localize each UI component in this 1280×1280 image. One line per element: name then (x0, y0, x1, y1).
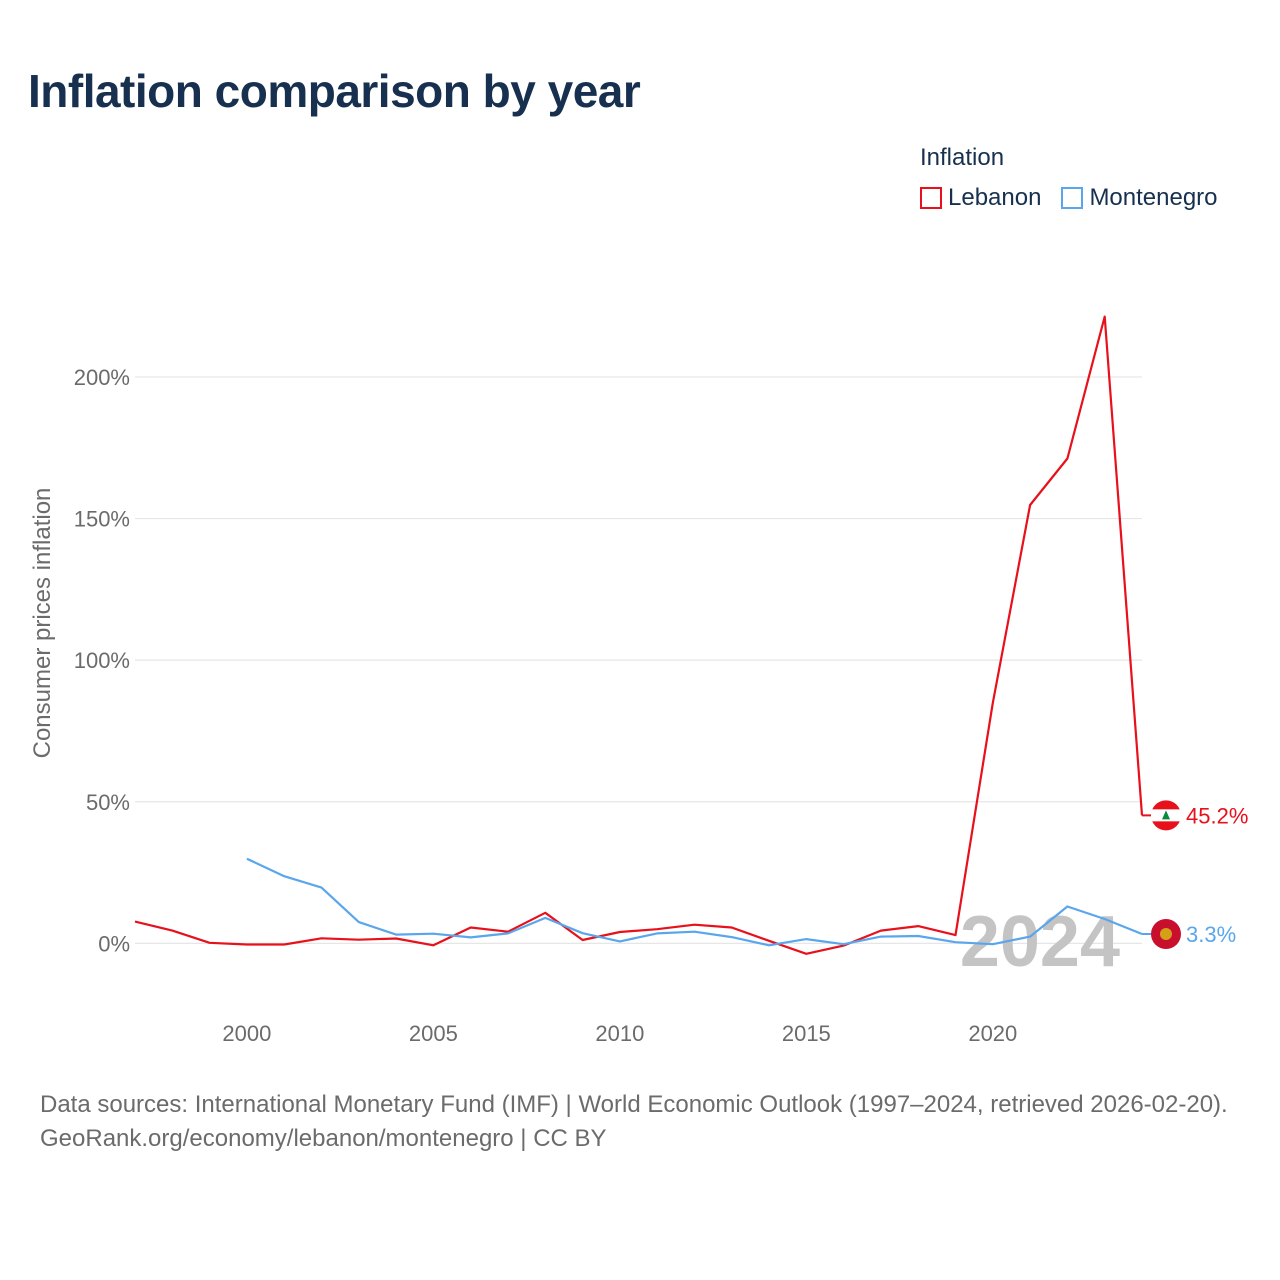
y-tick-label: 150% (74, 507, 130, 532)
end-value-label-montenegro: 3.3% (1186, 922, 1236, 947)
y-tick-label: 0% (98, 931, 130, 956)
legend-title: Inflation (920, 144, 1005, 171)
grid-lines (135, 376, 1142, 944)
legend-label-lebanon: Lebanon (948, 184, 1042, 211)
y-tick-label: 200% (74, 365, 130, 390)
flag-marker-lebanon (1151, 800, 1181, 831)
data-sources: Data sources: International Monetary Fun… (40, 1091, 1228, 1118)
y-axis-ticks: 0% 50% 100% 150% 200% (74, 365, 130, 956)
line-chart: 0% 50% 100% 150% 200% 2000 2005 2010 2015 2020 C… (29, 315, 1248, 1046)
legend-item-lebanon[interactable]: Lebanon (920, 184, 1041, 212)
legend: Inflation Lebanon Montenegro (920, 144, 1218, 212)
x-tick-label: 2010 (595, 1021, 644, 1046)
eagle-emblem-icon (1160, 928, 1172, 941)
cedar-icon (1162, 810, 1170, 820)
end-value-label-lebanon: 45.2% (1186, 803, 1248, 828)
footer: Data sources: International Monetary Fun… (40, 1088, 1250, 1156)
x-tick-label: 2015 (782, 1021, 831, 1046)
legend-label-montenegro: Montenegro (1089, 184, 1218, 211)
legend-item-montenegro[interactable]: Montenegro (1061, 184, 1218, 212)
x-tick-label: 2020 (968, 1021, 1017, 1046)
x-axis-ticks: 2000 2005 2010 2015 2020 (222, 1021, 1017, 1046)
y-axis-label: Consumer prices inflation (29, 488, 56, 759)
legend-swatch-montenegro (1061, 187, 1084, 209)
y-tick-label: 100% (74, 648, 130, 673)
legend-swatch-lebanon (920, 187, 942, 209)
flag-marker-montenegro (1151, 919, 1181, 950)
current-year-watermark: 2024 (960, 902, 1120, 982)
x-tick-label: 2000 (222, 1021, 271, 1046)
series-lines (134, 315, 1144, 955)
end-markers: 45.2% 3.3% (1142, 800, 1248, 950)
chart-title: Inflation comparison by year (28, 65, 641, 117)
series-line-lebanon (134, 315, 1144, 955)
series-line-montenegro (246, 857, 1143, 947)
source-url[interactable]: GeoRank.org/economy/lebanon/montenegro |… (40, 1125, 607, 1152)
y-tick-label: 50% (86, 790, 130, 815)
x-tick-label: 2005 (409, 1021, 458, 1046)
